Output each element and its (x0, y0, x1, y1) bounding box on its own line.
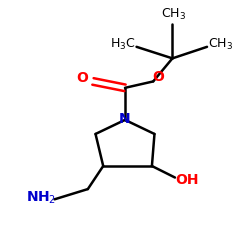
Text: NH$_2$: NH$_2$ (26, 190, 56, 206)
Text: CH$_3$: CH$_3$ (208, 37, 233, 52)
Text: OH: OH (175, 173, 199, 187)
Text: H$_3$C: H$_3$C (110, 37, 136, 52)
Text: O: O (152, 70, 164, 84)
Text: N: N (119, 112, 131, 126)
Text: CH$_3$: CH$_3$ (161, 7, 186, 22)
Text: O: O (76, 71, 88, 85)
